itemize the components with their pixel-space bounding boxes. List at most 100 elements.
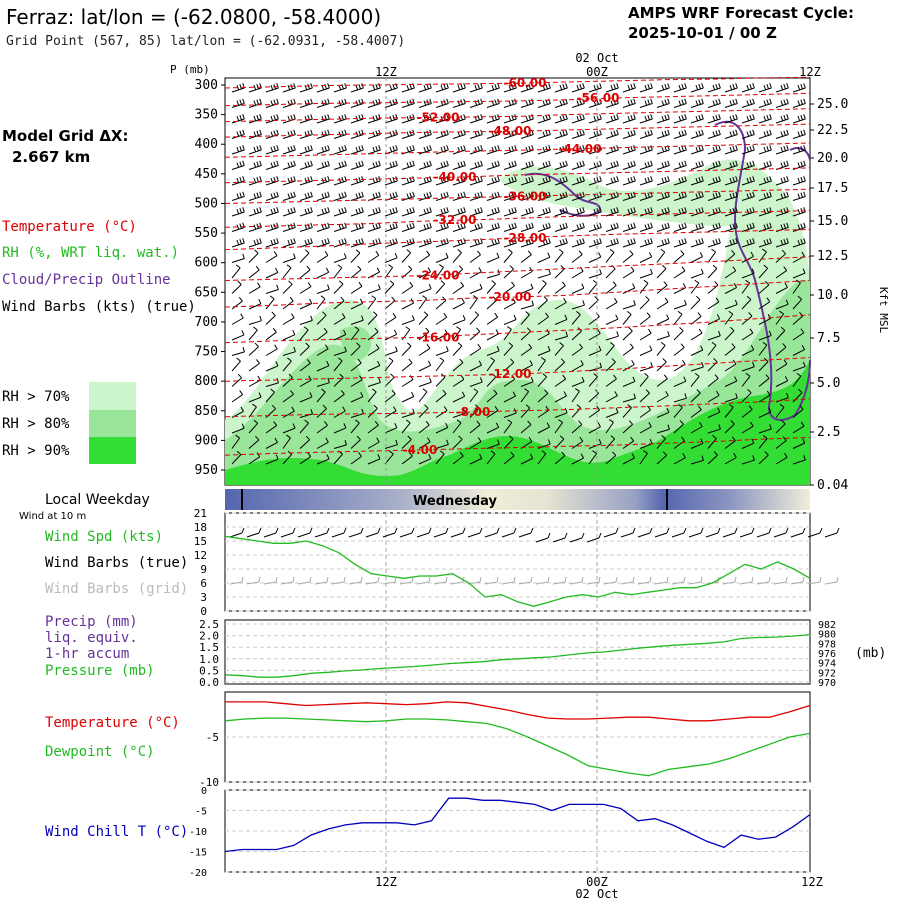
xs-barb xyxy=(571,360,584,372)
xs-barb xyxy=(537,238,551,248)
xs-barb xyxy=(231,253,245,263)
xs-barb xyxy=(452,451,464,465)
xs-barb-flag xyxy=(579,99,582,105)
xs-barb-flag xyxy=(494,312,499,318)
xs-barb-flag xyxy=(803,83,806,89)
xs-barb-flag xyxy=(548,238,551,244)
xs-barb-staff xyxy=(758,284,770,294)
p-tick-600: 600 xyxy=(195,256,218,271)
xs-barb-flag xyxy=(695,146,699,153)
barb-grid-0 xyxy=(229,581,243,585)
barb-true-flag-7 xyxy=(360,527,364,534)
barb-grid-16 xyxy=(501,581,515,585)
xs-barb xyxy=(503,326,512,341)
xs-barb-staff xyxy=(724,330,735,341)
xs-barb xyxy=(503,374,516,387)
xs-barb-flag xyxy=(681,239,684,245)
xs-barb-flag xyxy=(389,239,393,246)
xs-barb-flag xyxy=(256,208,259,214)
xs-barb xyxy=(622,453,635,465)
xs-barb-flag xyxy=(769,129,772,135)
xs-barb xyxy=(282,191,296,201)
xs-barb-flag xyxy=(256,130,259,136)
xs-barb-flag xyxy=(372,146,376,153)
xs-barb-flag xyxy=(715,84,718,90)
xs-barb-flag xyxy=(525,115,529,122)
xs-barb xyxy=(503,342,514,356)
p-tick-950: 950 xyxy=(195,463,218,478)
xs-barb xyxy=(435,312,448,325)
barb-true-flag-13 xyxy=(462,527,466,534)
barb-true-28 xyxy=(705,532,719,538)
xs-barb xyxy=(537,129,551,139)
temp-contour--20.00 xyxy=(224,280,811,308)
xs-barb-flag xyxy=(476,327,481,332)
xs-barb xyxy=(537,269,551,279)
xs-barb xyxy=(350,391,364,403)
xs-barb xyxy=(316,295,326,310)
xs-barb-flag xyxy=(565,114,568,120)
xs-barb-flag xyxy=(559,208,563,215)
xs-barb-flag xyxy=(780,131,784,137)
xs-barb-flag xyxy=(446,114,449,120)
xs-barb xyxy=(265,284,279,294)
xs-barb-staff xyxy=(435,257,449,263)
xs-barb xyxy=(588,238,602,248)
xs-barb-flag xyxy=(698,223,701,229)
xs-barb-flag xyxy=(562,115,565,121)
xs-barb-flag xyxy=(359,375,363,381)
xs-barb-staff xyxy=(418,271,431,279)
xs-barb-flag xyxy=(392,177,395,183)
barb-true-flag-22 xyxy=(615,527,619,534)
xs-barb xyxy=(299,419,309,434)
xs-barb-flag xyxy=(344,114,347,120)
xs-barb-flag xyxy=(259,145,262,151)
xs-barb-flag xyxy=(491,208,495,215)
xs-barb-staff xyxy=(231,334,245,341)
xs-barb-flag xyxy=(357,265,362,270)
xs-barb-flag xyxy=(681,115,684,121)
xs-barb-staff xyxy=(673,287,686,294)
xs-barb xyxy=(639,129,653,139)
xs-barb xyxy=(639,389,650,403)
xs-barb-flag xyxy=(293,222,296,228)
xs-barb-flag xyxy=(324,177,327,183)
xs-barb-flag xyxy=(596,239,599,245)
xs-barb-flag xyxy=(406,162,410,168)
xs-barb xyxy=(605,176,619,186)
xs-barb xyxy=(605,207,619,217)
xs-barb-flag xyxy=(786,191,789,197)
xs-barb-flag xyxy=(582,129,585,135)
xs-barb xyxy=(605,391,618,403)
xs-barb-staff xyxy=(775,346,787,356)
barb-grid-flag-21 xyxy=(598,576,601,583)
xs-barb-staff xyxy=(231,300,243,310)
xs-barb xyxy=(690,238,704,248)
xs-barb-flag xyxy=(358,177,361,183)
xs-barb-flag xyxy=(599,129,602,135)
xs-barb-flag xyxy=(287,224,291,230)
xs-barb xyxy=(265,421,278,434)
xs-barb-flag xyxy=(766,192,769,198)
xs-barb-flag xyxy=(596,405,601,411)
xs-barb-flag xyxy=(497,191,500,197)
xs-barb xyxy=(299,207,313,217)
xs-barb-staff xyxy=(622,397,636,403)
xs-barb-flag xyxy=(563,391,567,397)
xs-barb-flag xyxy=(324,99,327,105)
xs-barb xyxy=(520,238,534,248)
xs-barb-flag xyxy=(644,239,648,246)
xs-barb-flag xyxy=(513,314,517,320)
xs-barb xyxy=(690,160,704,170)
xs-barb xyxy=(384,207,398,217)
xs-barb-flag xyxy=(547,345,551,351)
barb-true-1 xyxy=(246,532,260,538)
xs-barb xyxy=(418,404,429,418)
xs-barb-flag xyxy=(494,146,497,152)
xs-barb xyxy=(605,358,616,372)
xs-barb xyxy=(775,282,788,294)
xs-barb-staff xyxy=(486,333,499,341)
xs-barb xyxy=(775,376,789,387)
xs-barb-flag xyxy=(358,99,361,105)
xs-barb-flag xyxy=(711,341,717,346)
